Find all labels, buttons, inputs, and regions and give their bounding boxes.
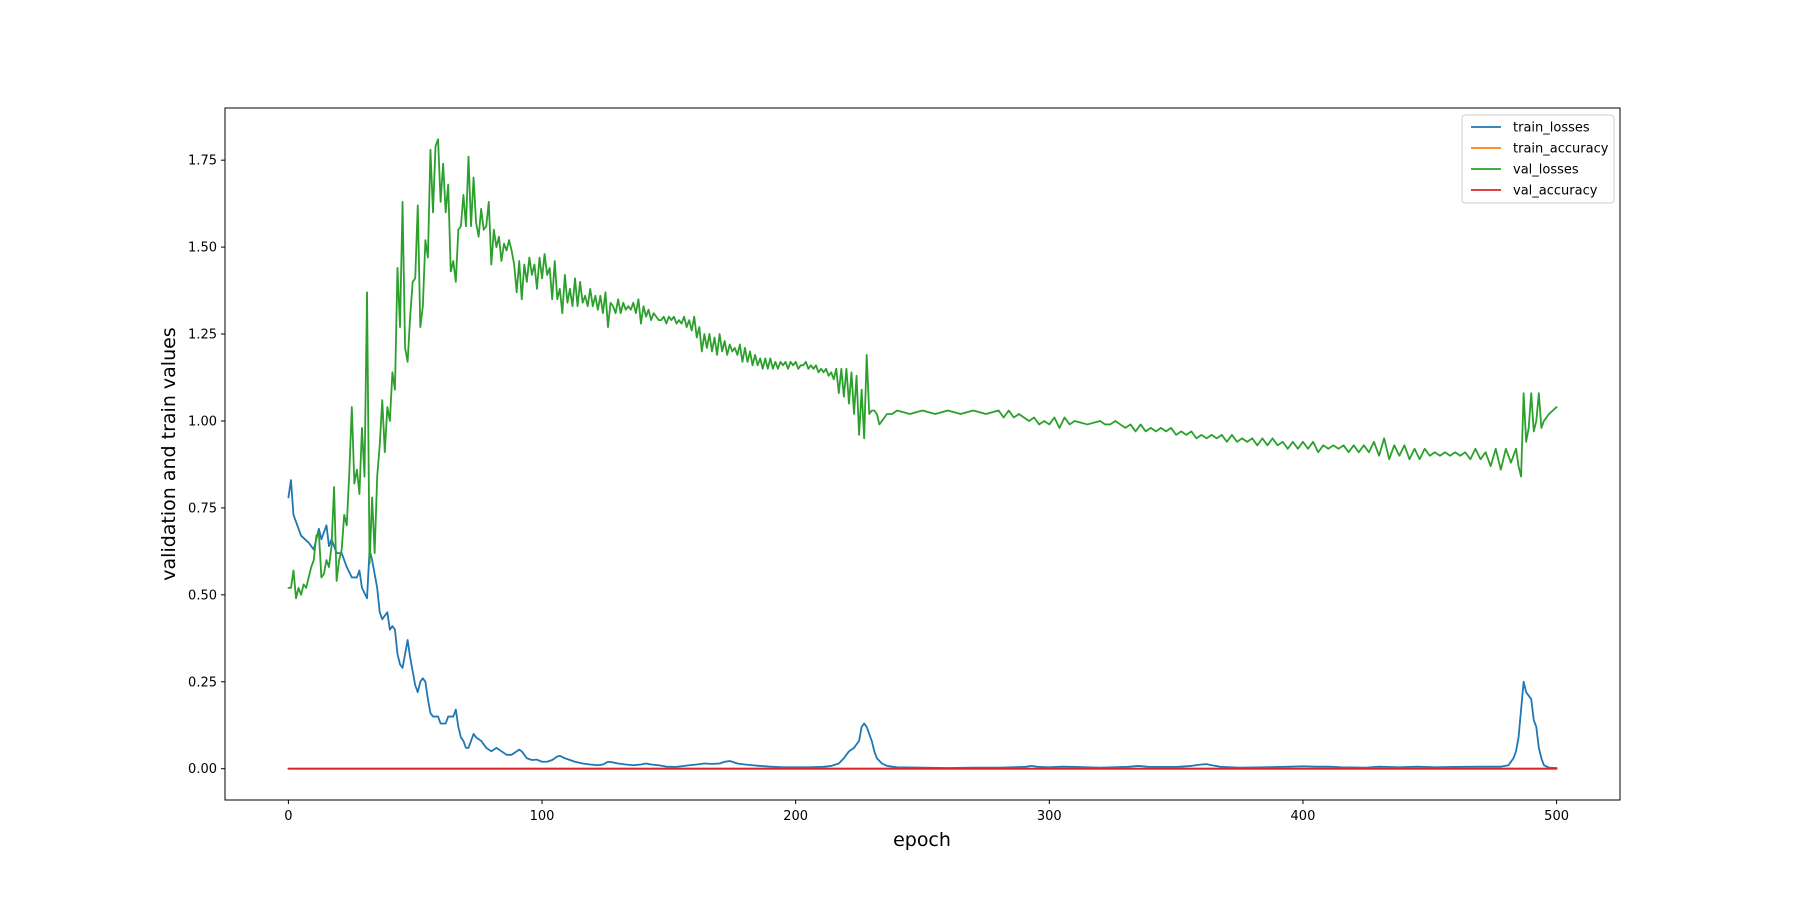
- y-tick-label: 0.25: [188, 675, 217, 690]
- legend-label-train-losses: train_losses: [1513, 121, 1590, 136]
- series-layer: [287, 138, 1558, 770]
- y-tick-label: 0.50: [188, 588, 217, 603]
- legend-label-train-accuracy: train_accuracy: [1513, 142, 1609, 157]
- legend: train_losses train_accuracy val_losses val_…: [1461, 114, 1615, 204]
- x-tick-label: 0: [284, 809, 292, 824]
- y-axis-ticks: 0.00 0.25 0.50 0.75 1.00 1.25 1.50 1.75: [188, 154, 225, 777]
- y-tick-label: 1.25: [188, 328, 217, 343]
- x-tick-label: 300: [1037, 809, 1062, 824]
- x-tick-label: 100: [530, 809, 555, 824]
- x-tick-label: 500: [1544, 809, 1569, 824]
- series-line-train-losses: [287, 479, 1558, 769]
- x-axis-ticks: 0 100 200 300 400 500: [284, 800, 1569, 824]
- axes-frame: [224, 107, 1621, 801]
- y-tick-label: 1.50: [188, 241, 217, 256]
- y-axis-label: validation and train values: [158, 327, 180, 580]
- y-tick-label: 1.75: [188, 154, 217, 169]
- y-tick-label: 0.00: [188, 762, 217, 777]
- plot-area: 0 100 200 300 400 500 0.00 0.25 0.50 0.75 1.00 1.2…: [188, 107, 1621, 824]
- legend-label-val-losses: val_losses: [1513, 163, 1579, 178]
- y-tick-label: 0.75: [188, 501, 217, 516]
- legend-label-val-accuracy: val_accuracy: [1513, 184, 1598, 199]
- x-tick-label: 400: [1291, 809, 1316, 824]
- legend-frame: [1461, 114, 1615, 204]
- series-line-val-losses: [287, 138, 1558, 600]
- x-tick-label: 200: [783, 809, 808, 824]
- x-axis-label: epoch: [893, 829, 951, 851]
- y-tick-label: 1.00: [188, 414, 217, 429]
